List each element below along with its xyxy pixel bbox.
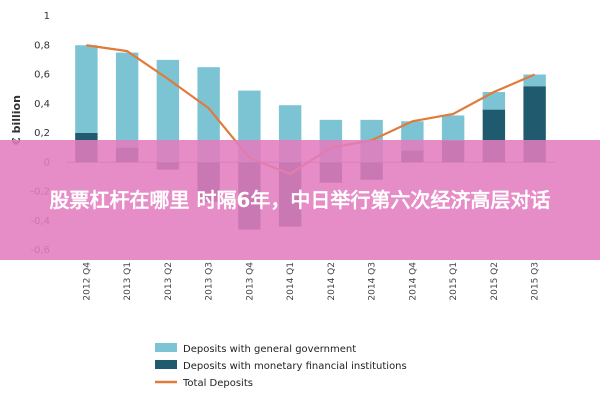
x-tick-label: 2012 Q4 [82,262,92,301]
bar-general-government [523,74,546,87]
y-tick-label: 0,4 [34,99,50,110]
x-tick-label: 2013 Q4 [245,262,255,301]
y-axis-title: € billion [10,95,23,146]
x-tick-label: 2014 Q4 [408,262,418,301]
y-tick-label: 0,2 [34,128,50,139]
x-tick-label: 2015 Q2 [490,262,500,301]
banner-text: 股票杠杆在哪里 时隔6年，中日举行第六次经济高层对话 [49,188,551,212]
x-tick-label: 2015 Q3 [531,262,541,301]
legend-monetary-institutions-swatch [155,360,177,369]
x-tick-label: 2015 Q1 [449,262,459,301]
x-tick-label: 2014 Q3 [368,262,378,301]
legend-total-deposits-label: Total Deposits [182,378,253,389]
bar-general-government [75,45,98,133]
bar-general-government [441,115,465,141]
x-tick-label: 2013 Q3 [205,262,215,301]
x-tick-label: 2013 Q2 [164,262,174,301]
bar-general-government [197,67,220,163]
x-tick-label: 2014 Q1 [286,262,296,301]
bar-general-government [115,52,139,148]
x-tick-label: 2014 Q2 [327,262,337,301]
y-tick-label: 1 [44,11,50,22]
x-axis-labels: 2012 Q4 2013 Q1 2013 Q2 2013 Q3 2013 Q4 2014 … [82,262,540,301]
y-tick-label: 0,8 [34,40,50,51]
y-tick-label: 0,6 [34,70,50,81]
legend-monetary-institutions-label: Deposits with monetary financial institu… [183,361,407,372]
bar-general-government [156,59,180,163]
legend-general-government-swatch [155,343,177,352]
x-tick-label: 2013 Q1 [123,262,133,301]
legend-general-government-label: Deposits with general government [183,344,356,355]
bar-general-government [482,92,506,110]
legend: Deposits with general government Deposits… [155,343,407,389]
overlay-banner: 股票杠杆在哪里 时隔6年，中日举行第六次经济高层对话 [0,140,600,260]
